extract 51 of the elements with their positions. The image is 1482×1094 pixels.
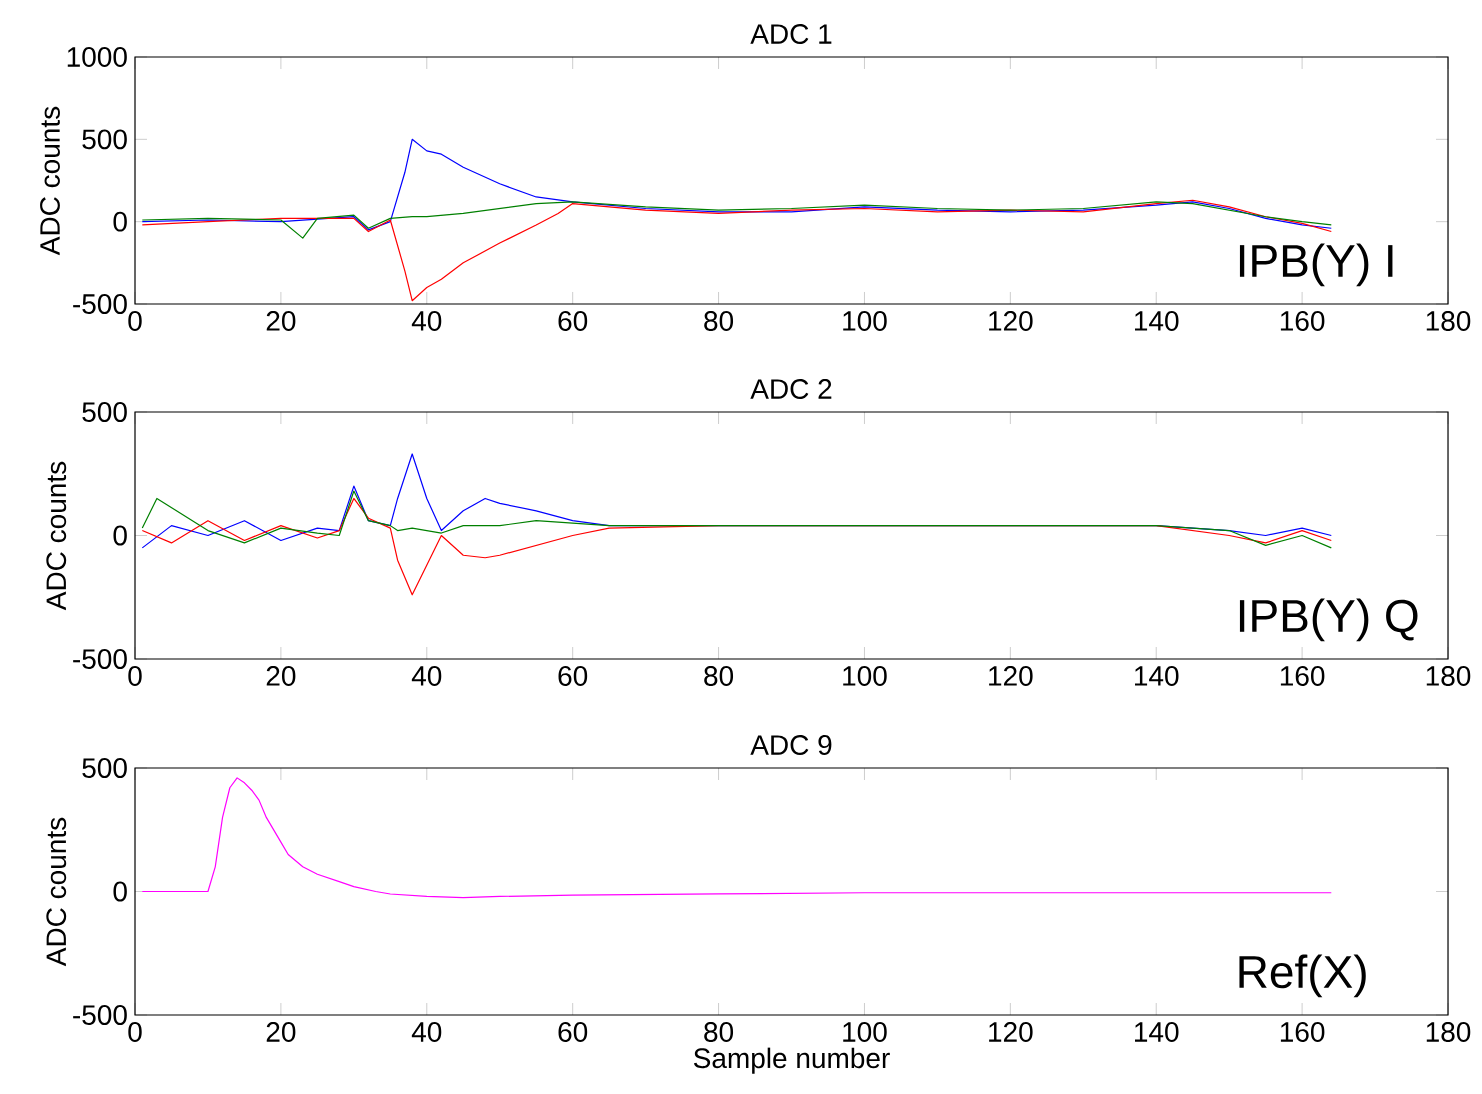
x-tick-label: 80 [704,311,734,331]
y-tick-label: 500 [82,129,127,150]
annotation: IPB(Y) I [1239,243,1393,287]
x-tick-label: 180 [1426,1022,1471,1042]
x-tick-label: 100 [843,666,887,686]
x-tick-label: 80 [704,1022,734,1042]
x-tick-label: 120 [989,311,1033,331]
y-axis-title: ADC counts [46,461,67,611]
y-tick-label: 500 [82,758,127,778]
x-tick-label: 0 [128,1022,142,1042]
chart-title: ADC 2 [750,379,832,399]
x-tick-label: 100 [843,1022,887,1042]
x-tick-label: 180 [1426,666,1471,686]
x-tick-label: 100 [843,311,887,331]
line-series [141,138,1332,231]
x-tick-label: 20 [266,666,296,686]
x-tick-label: 60 [558,1022,588,1042]
x-tick-label: 20 [266,1022,296,1042]
x-tick-label: 140 [1135,311,1179,331]
annotation: Ref(X) [1239,954,1366,998]
chart-title: ADC 1 [750,24,832,44]
y-tick-label: -500 [73,649,127,669]
y-tick-label: 0 [113,211,127,232]
x-tick-label: 0 [128,666,142,686]
x-tick-label: 40 [411,666,442,686]
x-tick-label: 120 [989,1022,1033,1042]
y-axis-title: ADC counts [40,106,60,256]
x-axis-title: Sample number [693,1047,890,1074]
y-tick-label: 0 [113,881,127,902]
x-tick-label: 40 [411,311,442,331]
annotation: IPB(Y) Q [1239,598,1418,642]
x-tick-label: 40 [411,1022,442,1042]
x-tick-label: 60 [558,666,588,686]
x-tick-label: 80 [704,666,734,686]
y-tick-label: 1000 [67,47,127,67]
x-tick-label: 120 [989,666,1033,686]
y-axis-title: ADC counts [46,817,67,967]
y-tick-label: -500 [73,1005,127,1025]
y-tick-label: 0 [113,525,127,546]
y-tick-label: -500 [73,294,127,314]
x-tick-label: 20 [266,311,296,331]
x-tick-label: 180 [1426,311,1471,331]
x-tick-label: 140 [1135,666,1179,686]
x-tick-label: 140 [1135,1022,1179,1042]
y-tick-label: 500 [82,402,127,422]
x-tick-label: 0 [128,311,142,331]
x-tick-label: 160 [1280,311,1325,331]
x-tick-label: 160 [1280,1022,1325,1042]
x-tick-label: 60 [558,311,588,331]
chart-title: ADC 9 [750,735,832,755]
x-tick-label: 160 [1280,666,1325,686]
